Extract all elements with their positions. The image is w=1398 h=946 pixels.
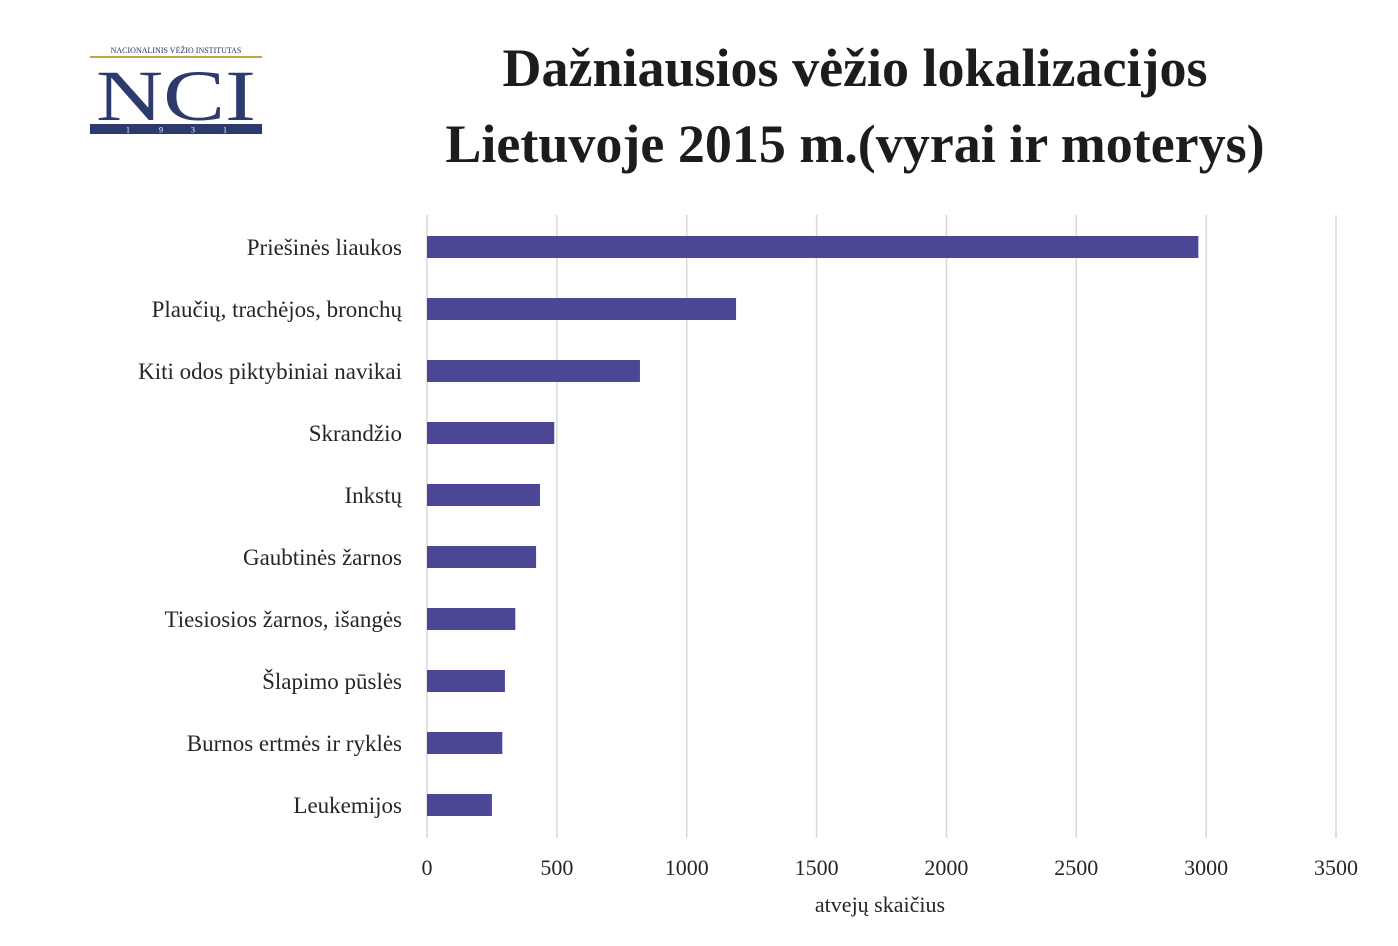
logo-top-text: NACIONALINIS VĖŽIO INSTITUTAS <box>111 45 242 55</box>
bar <box>427 360 640 382</box>
x-tick-label: 0 <box>422 855 433 880</box>
bar <box>427 422 555 444</box>
x-tick-label: 1000 <box>665 855 709 880</box>
x-tick-label: 3500 <box>1314 855 1358 880</box>
category-label: Burnos ertmės ir ryklės <box>187 731 402 756</box>
bar <box>427 484 540 506</box>
x-tick-label: 1500 <box>795 855 839 880</box>
bar <box>427 608 516 630</box>
logo-year-2: 9 <box>159 126 163 135</box>
logo-year-3: 3 <box>191 126 195 135</box>
bar <box>427 298 737 320</box>
logo-base-bar <box>90 124 262 134</box>
bar <box>427 670 505 692</box>
x-tick-label: 2500 <box>1054 855 1098 880</box>
x-tick-label: 500 <box>540 855 573 880</box>
x-axis-title: atvejų skaičius <box>815 892 945 917</box>
category-label: Plaučių, trachėjos, bronchų <box>152 297 403 322</box>
category-label: Skrandžio <box>309 421 402 446</box>
category-label: Kiti odos piktybiniai navikai <box>138 359 402 384</box>
category-label: Šlapimo pūslės <box>262 668 402 694</box>
x-tick-label: 3000 <box>1184 855 1228 880</box>
bar <box>427 732 503 754</box>
bar <box>427 236 1199 258</box>
nci-logo: NACIONALINIS VĖŽIO INSTITUTAS NCI 1 9 3 … <box>90 45 262 136</box>
chart-title-line-2: Lietuvoje 2015 m.(vyrai ir moterys) <box>445 114 1265 174</box>
x-tick-labels: 0 500 1000 1500 2000 2500 3000 3500 <box>422 855 1359 880</box>
category-label: Priešinės liaukos <box>247 235 402 260</box>
x-tick-label: 2000 <box>924 855 968 880</box>
category-label: Leukemijos <box>293 793 402 818</box>
category-label: Tiesiosios žarnos, išangės <box>165 607 403 632</box>
bars <box>427 236 1199 816</box>
bar <box>427 546 537 568</box>
logo-year-1: 1 <box>126 126 130 135</box>
category-label: Gaubtinės žarnos <box>243 545 402 570</box>
category-labels: Priešinės liaukos Plaučių, trachėjos, bro… <box>138 235 402 818</box>
bar <box>427 794 492 816</box>
logo-letters: NCI <box>96 56 256 136</box>
chart-title-line-1: Dažniausios vėžio lokalizacijos <box>502 38 1208 98</box>
category-label: Inkstų <box>345 483 403 508</box>
logo-year-4: 1 <box>223 126 227 135</box>
chart-title: Dažniausios vėžio lokalizacijos Lietuvoj… <box>340 30 1370 182</box>
